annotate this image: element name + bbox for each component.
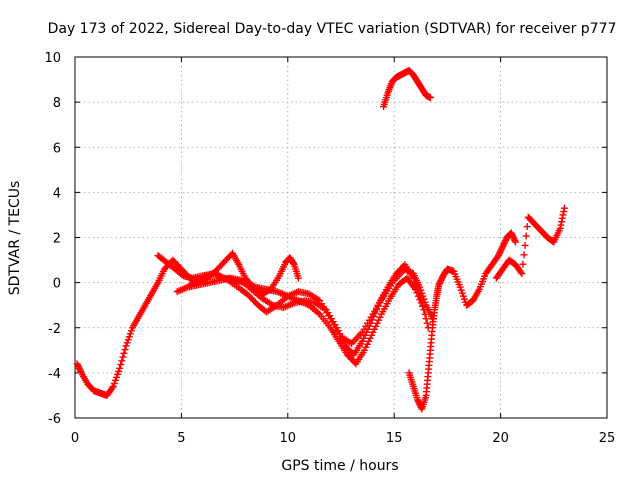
data-point xyxy=(558,218,566,226)
series-trace-7 xyxy=(492,204,568,282)
data-point xyxy=(511,237,519,245)
y-tick-label: 8 xyxy=(53,96,61,111)
data-point xyxy=(522,232,530,240)
data-point xyxy=(294,274,302,282)
axis-ticks: 0 5 10 15 20 25 -6 -4 -2 0 2 4 6 8 10 xyxy=(44,51,615,446)
data-point xyxy=(519,260,527,268)
data-point xyxy=(120,349,128,357)
series-trace-2 xyxy=(154,252,428,368)
data-point xyxy=(108,384,116,392)
x-tick-label: 5 xyxy=(177,431,185,446)
data-point xyxy=(426,94,434,102)
data-point xyxy=(116,364,124,372)
y-axis-title: SDTVAR / TECUs xyxy=(7,181,23,296)
data-point xyxy=(518,270,526,278)
x-tick-label: 0 xyxy=(71,431,79,446)
x-tick-label: 20 xyxy=(492,431,509,446)
x-tick-label: 10 xyxy=(280,431,297,446)
data-point xyxy=(559,211,567,219)
data-point xyxy=(560,208,568,216)
series-trace-6 xyxy=(380,67,434,111)
series-trace-1 xyxy=(73,249,302,399)
y-tick-label: 4 xyxy=(53,186,61,201)
data-point xyxy=(557,221,565,229)
data-point xyxy=(556,224,564,232)
data-marks xyxy=(73,67,568,413)
data-point xyxy=(423,319,431,327)
y-tick-label: 6 xyxy=(53,141,61,156)
data-point xyxy=(560,204,568,212)
y-tick-label: -4 xyxy=(48,367,61,382)
data-point xyxy=(517,268,525,276)
data-point xyxy=(121,346,129,354)
data-point xyxy=(119,353,127,361)
grid xyxy=(75,57,607,418)
data-point xyxy=(523,223,531,231)
x-tick-label: 15 xyxy=(386,431,403,446)
data-point xyxy=(511,238,519,246)
series-trace-5 xyxy=(405,229,519,413)
y-tick-label: 2 xyxy=(53,232,61,247)
y-tick-label: 0 xyxy=(53,277,61,292)
x-tick-label: 25 xyxy=(599,431,616,446)
data-point xyxy=(558,214,566,222)
data-point xyxy=(520,251,528,259)
data-point xyxy=(289,259,297,267)
x-axis-title: GPS time / hours xyxy=(281,458,398,474)
data-point xyxy=(117,361,125,369)
chart-title: Day 173 of 2022, Sidereal Day-to-day VTE… xyxy=(48,21,617,37)
data-point xyxy=(521,241,529,249)
y-tick-label: -2 xyxy=(48,322,61,337)
data-point xyxy=(118,357,126,365)
data-point xyxy=(422,315,430,323)
y-tick-label: -6 xyxy=(48,412,61,427)
y-tick-label: 10 xyxy=(44,51,61,66)
